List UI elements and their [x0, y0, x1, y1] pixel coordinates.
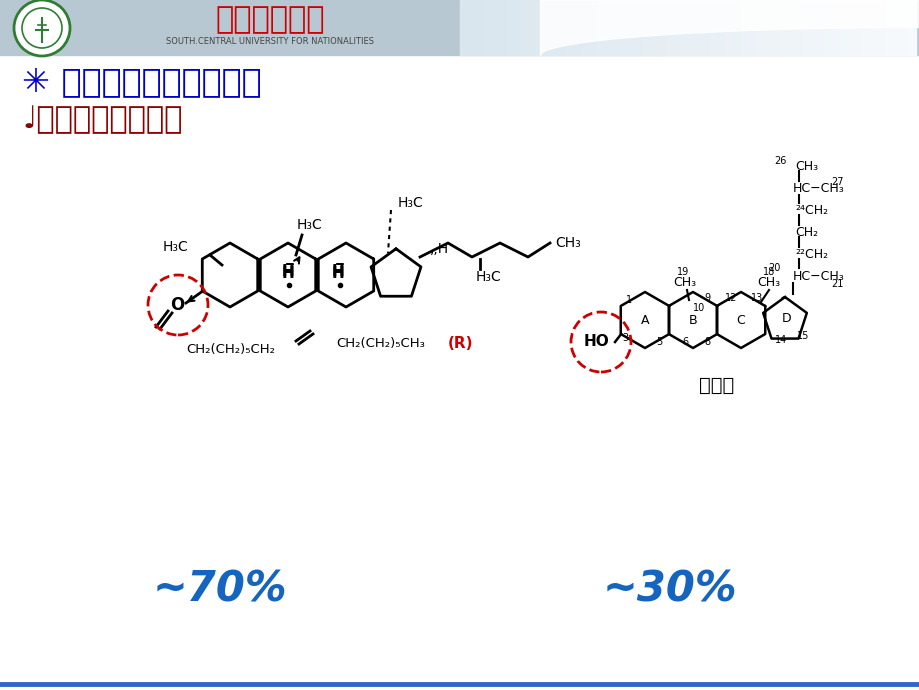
Text: H̅: H̅ — [331, 264, 344, 279]
Text: CH₂(CH₂)₅CH₃: CH₂(CH₂)₅CH₃ — [336, 337, 425, 351]
Text: CH₃: CH₃ — [794, 159, 817, 172]
Text: A: A — [640, 313, 649, 326]
Text: 3: 3 — [621, 333, 628, 343]
Text: 胆固醇: 胆固醇 — [698, 375, 734, 395]
Text: (R): (R) — [448, 337, 473, 351]
Text: H₃C: H₃C — [475, 270, 501, 284]
Text: 20: 20 — [767, 263, 780, 273]
Text: HC−CH₃: HC−CH₃ — [792, 181, 844, 195]
Text: C: C — [736, 313, 744, 326]
Text: ♩胆固醇生物传感器: ♩胆固醇生物传感器 — [22, 106, 182, 135]
Text: O: O — [170, 296, 184, 314]
Text: 19: 19 — [676, 267, 688, 277]
Text: 26: 26 — [774, 156, 786, 166]
Text: HO: HO — [584, 335, 609, 350]
Text: 6: 6 — [681, 337, 687, 347]
Text: 18: 18 — [762, 267, 775, 277]
Text: 12: 12 — [724, 293, 736, 303]
Text: 中南民族大学: 中南民族大学 — [215, 6, 324, 34]
Text: 15: 15 — [796, 331, 809, 341]
Text: 5: 5 — [655, 337, 662, 347]
Text: CH₃: CH₃ — [673, 275, 696, 288]
Text: CH₃: CH₃ — [756, 275, 779, 288]
Text: CH₃: CH₃ — [554, 236, 580, 250]
Text: 27: 27 — [830, 177, 843, 187]
Text: H₃C: H₃C — [162, 240, 187, 254]
Text: 14: 14 — [774, 335, 787, 345]
Text: ~70%: ~70% — [153, 569, 287, 611]
Text: 1: 1 — [625, 295, 631, 305]
Circle shape — [14, 0, 70, 56]
Text: ²²CH₂: ²²CH₂ — [794, 248, 827, 261]
Text: ²⁴CH₂: ²⁴CH₂ — [794, 204, 827, 217]
Text: CH₂: CH₂ — [794, 226, 817, 239]
Text: CH₂(CH₂)₅CH₂: CH₂(CH₂)₅CH₂ — [187, 342, 275, 355]
Text: H: H — [331, 266, 344, 281]
Text: H₃C: H₃C — [398, 196, 424, 210]
Text: ~30%: ~30% — [602, 569, 736, 611]
Text: H₃C: H₃C — [297, 218, 323, 232]
Text: 21: 21 — [830, 279, 843, 289]
Text: 9: 9 — [703, 293, 709, 303]
Text: H: H — [281, 266, 294, 281]
Text: 13: 13 — [750, 293, 762, 303]
Text: D: D — [781, 311, 791, 324]
Text: H̅: H̅ — [281, 264, 294, 279]
Text: B: B — [688, 313, 697, 326]
Text: 8: 8 — [703, 337, 709, 347]
Text: SOUTH.CENTRAL UNIVERSITY FOR NATIONALITIES: SOUTH.CENTRAL UNIVERSITY FOR NATIONALITI… — [165, 37, 374, 46]
Text: 10: 10 — [692, 303, 704, 313]
Text: ,,H: ,,H — [429, 242, 448, 256]
Text: HC−CH₃: HC−CH₃ — [792, 270, 844, 282]
Text: ✳ 电流型生物传感器实例: ✳ 电流型生物传感器实例 — [22, 66, 261, 99]
